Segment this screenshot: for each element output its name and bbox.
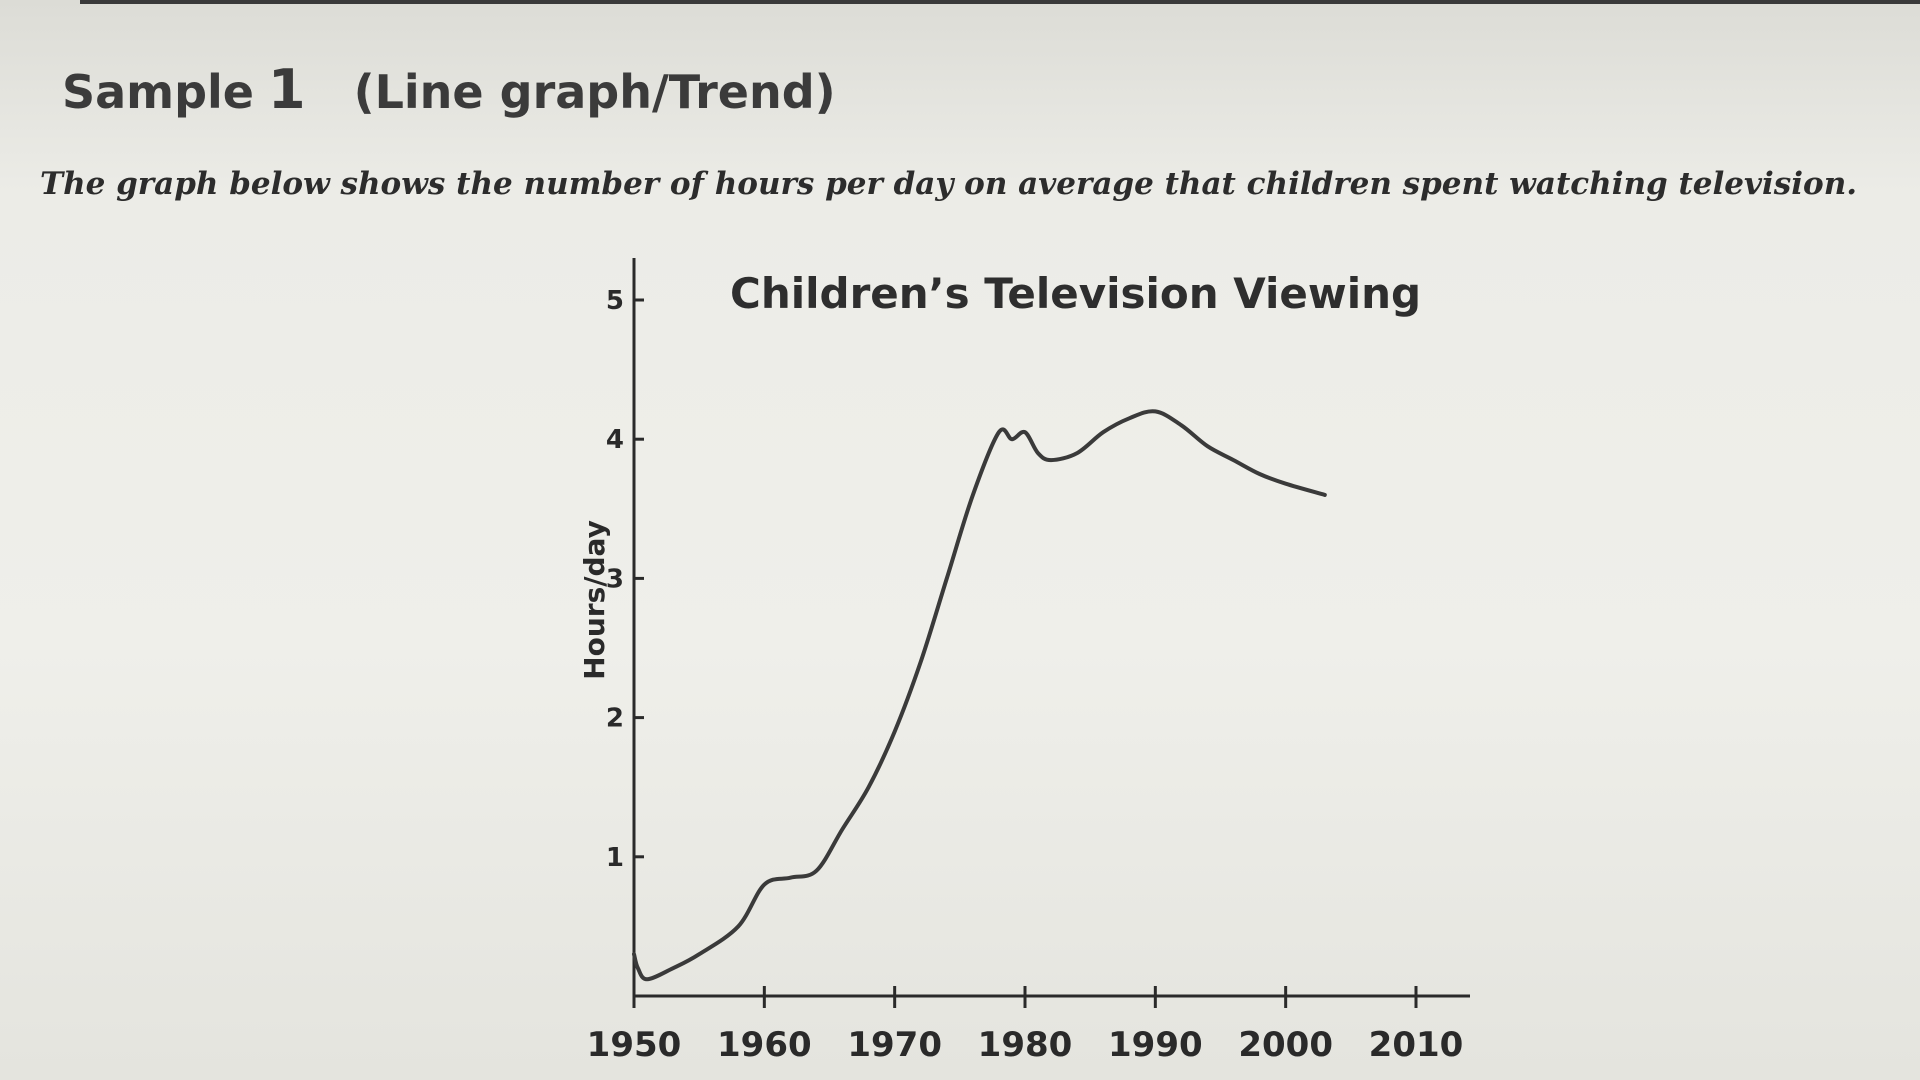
task-prompt: The graph below shows the number of hour… (40, 166, 1858, 202)
y-axis-label: Hours/day (578, 520, 611, 680)
chart-title: Children’s Television Viewing (730, 269, 1421, 318)
y-tick-label: 5 (606, 286, 624, 316)
top-rule (80, 0, 1920, 4)
series-group (632, 409, 1327, 982)
y-ticks: 1 2 3 4 5 (606, 286, 644, 873)
x-tick-label: 1980 (978, 1025, 1073, 1065)
sample-word: Sample (62, 65, 254, 119)
series-line (632, 409, 1327, 982)
x-ticks: 1950 1960 1970 1980 1990 2000 2010 (587, 986, 1464, 1065)
x-tick-label: 2000 (1238, 1025, 1333, 1065)
y-tick-label: 1 (606, 843, 624, 873)
y-tick-label: 2 (606, 704, 624, 734)
x-tick-label: 1960 (717, 1025, 812, 1065)
x-tick-label: 1950 (587, 1025, 682, 1065)
x-tick-label: 2010 (1369, 1025, 1464, 1065)
sample-heading: Sample 1 (Line graph/Trend) (62, 58, 836, 121)
sample-number: 1 (268, 58, 306, 121)
sample-type: (Line graph/Trend) (353, 65, 836, 119)
y-tick-label: 3 (606, 564, 624, 594)
x-tick-label: 1970 (847, 1025, 942, 1065)
y-tick-label: 4 (606, 425, 624, 455)
x-tick-label: 1990 (1108, 1025, 1203, 1065)
